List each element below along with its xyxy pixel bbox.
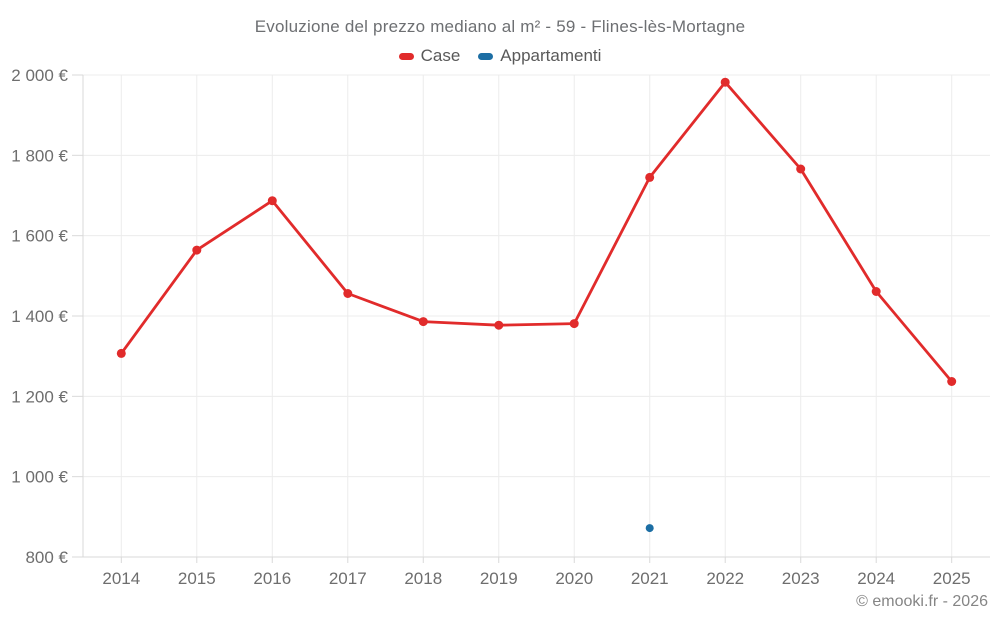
y-axis-label: 1 200 €	[11, 387, 68, 406]
x-axis-label: 2017	[329, 569, 367, 588]
series-line-case	[119, 80, 954, 383]
data-point-case-2023[interactable]	[796, 164, 806, 174]
x-axis-label: 2023	[782, 569, 820, 588]
y-axis-label: 2 000 €	[11, 66, 68, 85]
data-point-case-2024[interactable]	[871, 287, 881, 296]
case-series-swatch-icon	[398, 52, 414, 60]
data-point-case-2017[interactable]	[343, 289, 353, 298]
data-point-case-2014[interactable]	[116, 348, 126, 358]
appartamenti-series-swatch-icon	[478, 52, 494, 60]
data-point-case-2020[interactable]	[569, 319, 579, 329]
copyright-label: © emooki.fr - 2026	[856, 593, 988, 610]
legend-item-appartamenti[interactable]: Appartamenti	[478, 46, 601, 66]
data-point-appartamenti-2021[interactable]	[645, 524, 654, 533]
data-point-case-2015[interactable]	[192, 245, 202, 255]
x-axis-label: 2021	[631, 569, 669, 588]
chart-title: Evoluzione del prezzo mediano al m² - 59…	[254, 17, 746, 36]
data-point-case-2019[interactable]	[494, 320, 504, 330]
legend-label-case: Case	[420, 46, 461, 65]
x-axis-label: 2014	[102, 569, 140, 588]
y-axis-label: 1 600 €	[11, 227, 68, 246]
y-axis-label: 1 800 €	[11, 146, 68, 165]
data-point-case-2022[interactable]	[720, 77, 730, 87]
data-point-case-2016[interactable]	[267, 196, 277, 206]
data-point-case-2025[interactable]	[947, 377, 957, 386]
y-axis-label: 1 400 €	[11, 307, 68, 326]
legend-item-case[interactable]: Case	[398, 46, 461, 66]
x-axis-label: 2019	[480, 569, 518, 588]
x-axis-label: 2020	[555, 569, 593, 588]
x-axis-label: 2022	[706, 569, 744, 588]
data-point-case-2018[interactable]	[418, 317, 428, 327]
data-point-case-2021[interactable]	[645, 172, 655, 182]
x-axis-label: 2015	[178, 569, 216, 588]
y-axis-label: 1 000 €	[11, 468, 68, 487]
x-axis-label: 2024	[857, 569, 895, 588]
y-axis-label: 800 €	[25, 548, 68, 567]
x-axis-label: 2025	[933, 569, 971, 588]
x-axis-label: 2018	[404, 569, 442, 588]
legend: Case Appartamenti	[0, 46, 1000, 66]
x-axis-label: 2016	[253, 569, 291, 588]
legend-label-appartamenti: Appartamenti	[500, 46, 602, 65]
